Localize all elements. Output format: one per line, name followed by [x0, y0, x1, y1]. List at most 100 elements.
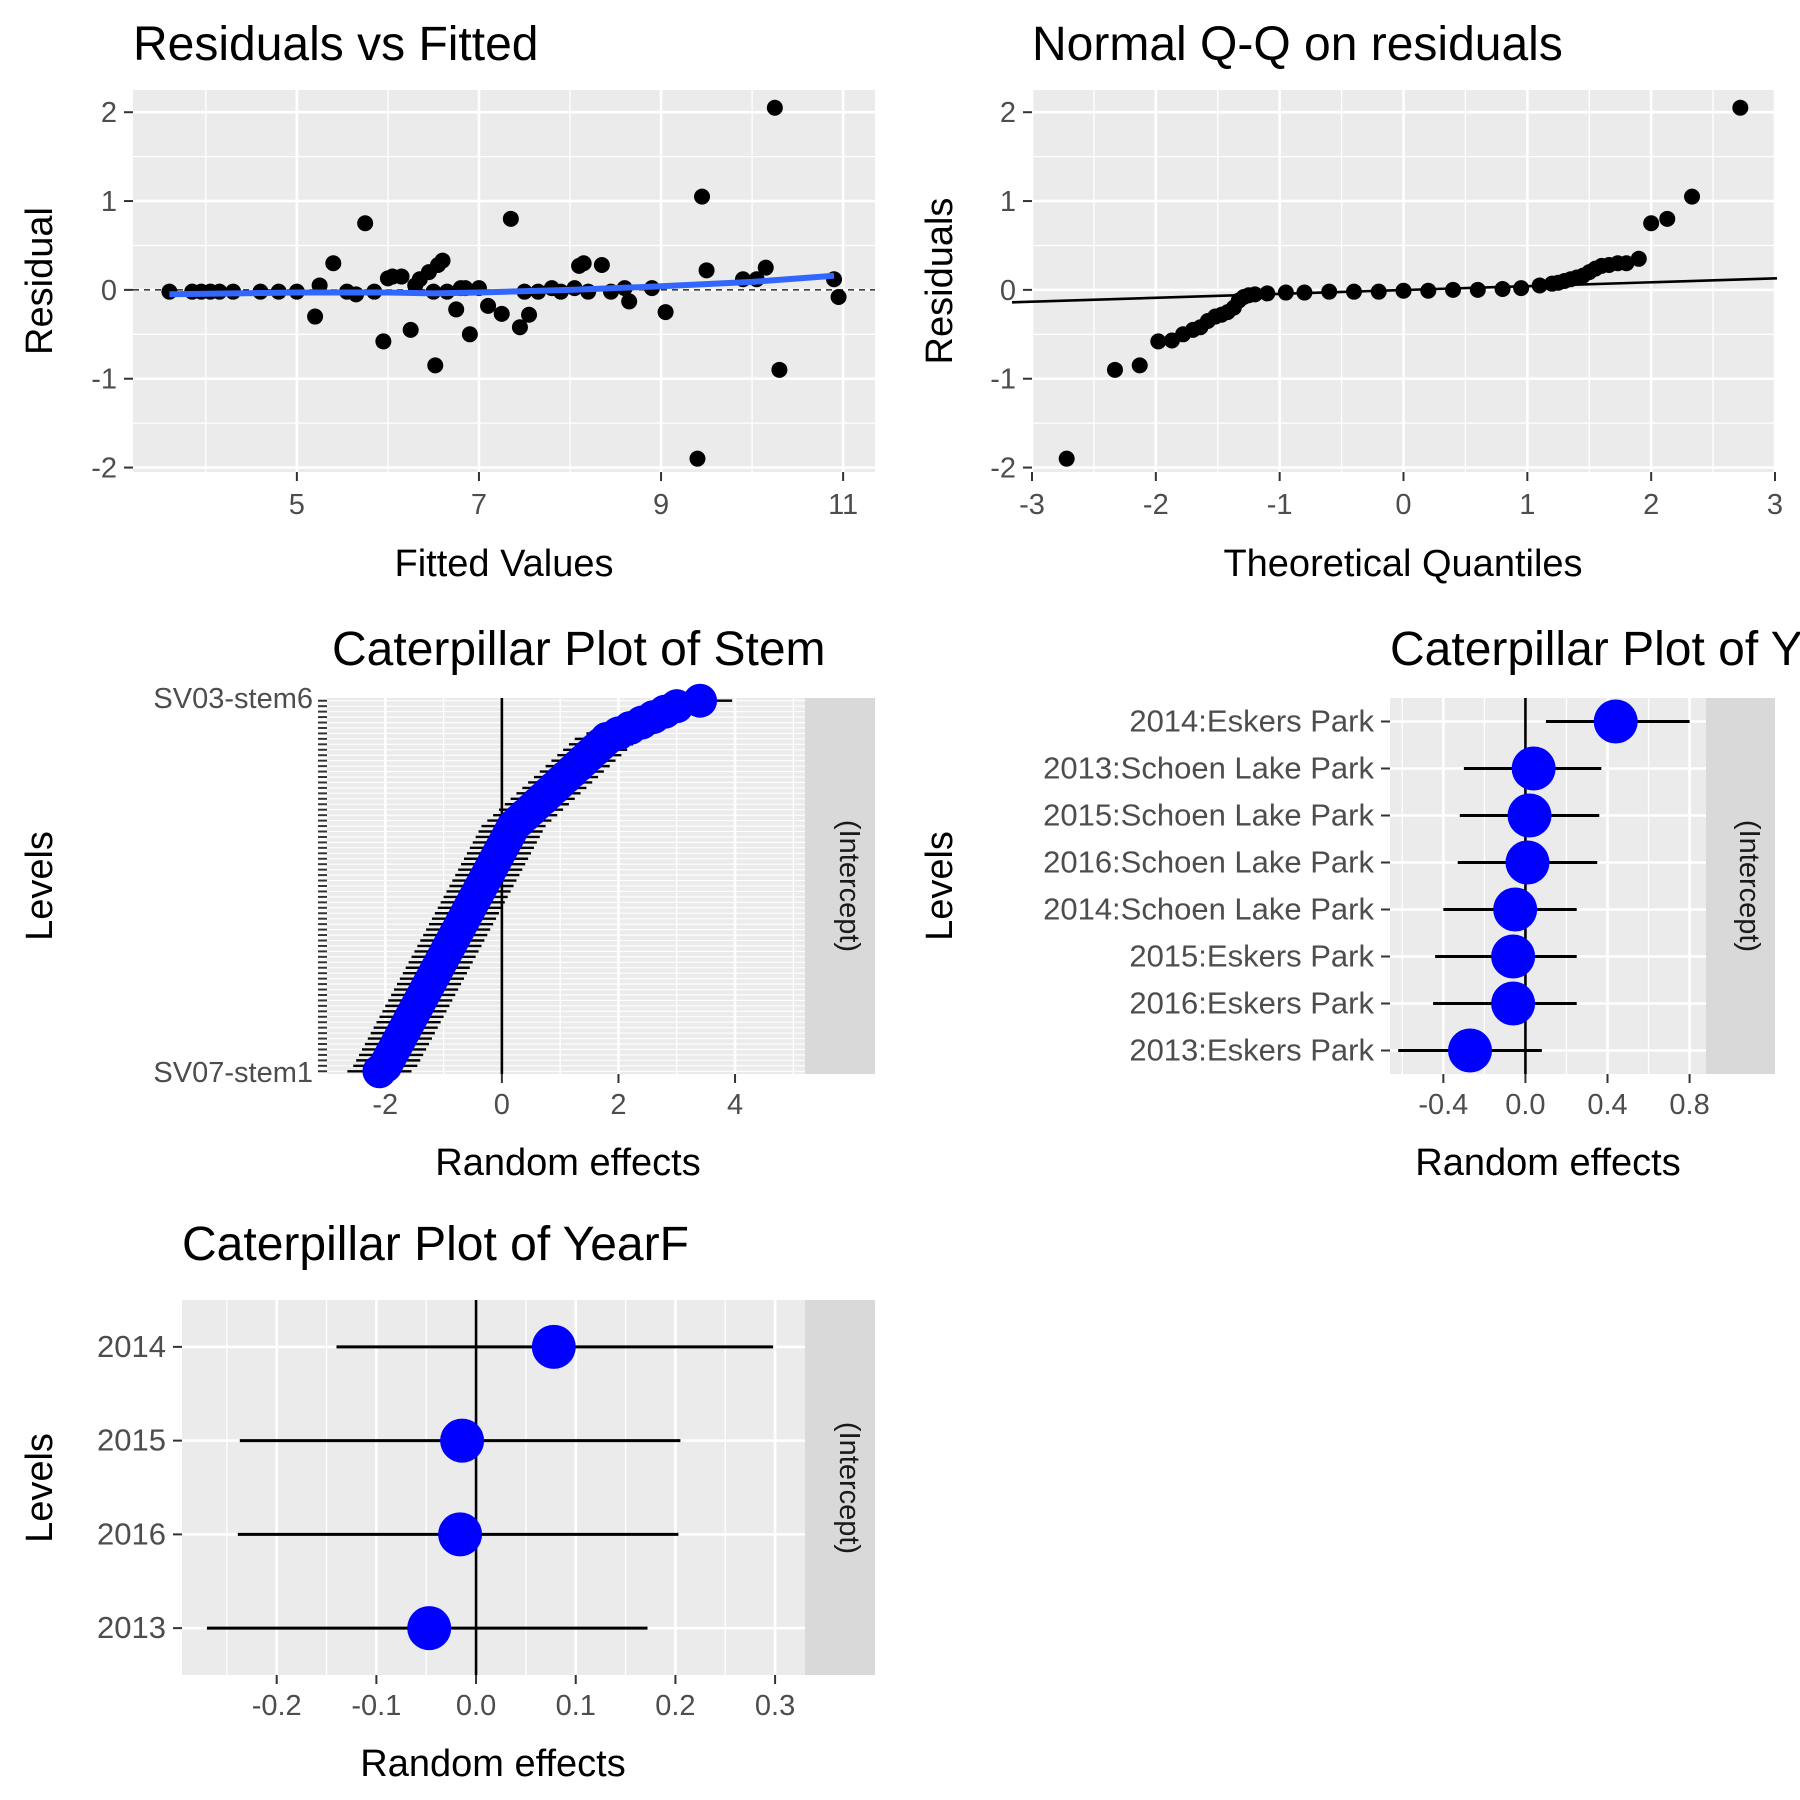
yearpark-title: Caterpillar Plot of YearF:Park	[1390, 623, 1800, 676]
year-level-label: 2016	[97, 1516, 166, 1551]
resid-point	[461, 326, 478, 343]
yearpark-point	[1505, 840, 1550, 885]
year-level-labels: 2014 2015 2016 2013	[97, 1329, 182, 1645]
qq-marks	[1011, 99, 1778, 467]
year-x-tick-label: 0.1	[556, 1690, 596, 1722]
qq-x-tick-label: 2	[1643, 489, 1659, 521]
resid-point	[480, 297, 497, 314]
yearpark-level-labels: 2014:Eskers Park 2013:Schoen Lake Park 201…	[1043, 704, 1390, 1068]
yearpark-level-label: 2014:Schoen Lake Park	[1043, 892, 1374, 927]
yearpark-y-label: Levels	[919, 831, 961, 941]
stem-x-tick-label: 2	[610, 1089, 626, 1121]
panel-caterpillar-year: Caterpillar Plot of YearF 20142015201620…	[19, 1218, 875, 1785]
resid-marks	[133, 99, 875, 467]
qq-point	[1630, 250, 1647, 267]
yearpark-level-label: 2014:Eskers Park	[1129, 704, 1374, 739]
yearpark-point	[1493, 887, 1538, 932]
resid-point	[771, 361, 788, 378]
qq-point	[1513, 280, 1530, 297]
yearpark-point	[1448, 1028, 1493, 1073]
qq-x-tick-label: -1	[1267, 489, 1293, 521]
resid-smooth-line	[169, 272, 835, 298]
resid-point	[593, 257, 610, 274]
yearpark-point	[1491, 934, 1536, 979]
resid-point	[511, 319, 528, 336]
year-level-label: 2015	[97, 1423, 166, 1458]
resid-y-tick-label: 2	[101, 97, 117, 129]
resid-point	[357, 215, 374, 232]
qq-point	[1058, 450, 1075, 467]
resid-x-tick-label: 9	[653, 489, 669, 521]
qq-point	[1370, 283, 1387, 300]
yearpark-x-tick-label: 0.8	[1669, 1089, 1709, 1121]
resid-point	[521, 306, 538, 323]
resid-x-tick-label: 7	[471, 489, 487, 521]
resid-point	[657, 304, 674, 321]
yearpark-marks	[1398, 698, 1690, 1074]
yearpark-x-tick-label: -0.4	[1418, 1089, 1468, 1121]
resid-point	[393, 268, 410, 285]
resid-point	[698, 262, 715, 279]
resid-point	[689, 450, 706, 467]
panel-caterpillar-yearpark: Caterpillar Plot of YearF:Park 2014:Eske…	[919, 623, 1800, 1184]
resid-point	[311, 277, 328, 294]
yearpark-title-clip: Caterpillar Plot of YearF:Park	[1390, 623, 1800, 676]
stem-level-label-top: SV03-stem6	[153, 683, 313, 715]
qq-point	[1643, 215, 1660, 232]
yearpark-level-label: 2016:Eskers Park	[1129, 986, 1374, 1021]
year-level-label: 2013	[97, 1610, 166, 1645]
qq-point	[1106, 361, 1123, 378]
qq-point	[1494, 280, 1511, 297]
qq-y-tick-label: -2	[990, 453, 1016, 485]
year-x-tick-label: -0.1	[351, 1690, 401, 1722]
resid-point	[766, 99, 783, 116]
resid-point	[402, 321, 419, 338]
qq-point	[1445, 281, 1462, 298]
qq-y-tick-label: 0	[1000, 275, 1016, 307]
qq-point	[1345, 283, 1362, 300]
year-strip-label: (Intercept)	[833, 1422, 865, 1554]
qq-y-tick-label: 2	[1000, 97, 1016, 129]
resid-y-tick-label: -2	[91, 453, 117, 485]
panel-residuals-vs-fitted: Residuals vs Fitted -2 -1 0 1 2 5 7 9 11 Fitted…	[19, 18, 875, 585]
qq-y-label: Residuals	[919, 198, 961, 365]
yearpark-level-label: 2013:Schoen Lake Park	[1043, 751, 1374, 786]
qq-point	[1732, 99, 1749, 116]
qq-point	[1531, 277, 1548, 294]
qq-x-tick-label: 3	[1767, 489, 1783, 521]
year-x-ticks: -0.2 -0.1 0.0 0.1 0.2 0.3	[252, 1675, 795, 1722]
resid-point	[621, 293, 638, 310]
stem-strip-label: (Intercept)	[833, 820, 865, 952]
year-title: Caterpillar Plot of YearF	[182, 1218, 689, 1271]
resid-point	[434, 252, 451, 269]
qq-x-ticks: -3 -2 -1 0 1 2 3	[1019, 472, 1783, 521]
panel-caterpillar-stem: Caterpillar Plot of Stem SV03-stem6 SV07-…	[19, 623, 875, 1184]
qq-point	[1659, 210, 1676, 227]
resid-point	[502, 210, 519, 227]
resid-y-tick-label: 1	[101, 186, 117, 218]
year-plot-bg	[182, 1300, 805, 1675]
resid-x-tick-label: 11	[828, 489, 858, 521]
qq-point	[1420, 282, 1437, 299]
qq-point	[1150, 333, 1167, 350]
year-y-label: Levels	[19, 1433, 61, 1543]
resid-point	[694, 188, 711, 205]
year-point	[407, 1606, 452, 1651]
qq-point	[1131, 357, 1148, 374]
qq-title: Normal Q-Q on residuals	[1032, 18, 1563, 71]
stem-title-clip: Caterpillar Plot of Stem	[332, 623, 826, 676]
stem-level-label-bottom: SV07-stem1	[153, 1057, 313, 1089]
yearpark-strip	[1706, 698, 1775, 1074]
qq-point	[1259, 285, 1276, 302]
year-level-label: 2014	[97, 1329, 166, 1364]
year-x-tick-label: 0.0	[456, 1690, 496, 1722]
qq-y-ticks: -2 -1 0 1 2	[990, 97, 1032, 485]
yearpark-point	[1491, 981, 1536, 1026]
qq-point	[1684, 188, 1701, 205]
resid-y-tick-label: -1	[91, 364, 117, 396]
year-point	[438, 1512, 483, 1557]
year-point	[531, 1324, 576, 1369]
yearpark-x-tick-label: 0.4	[1587, 1089, 1627, 1121]
